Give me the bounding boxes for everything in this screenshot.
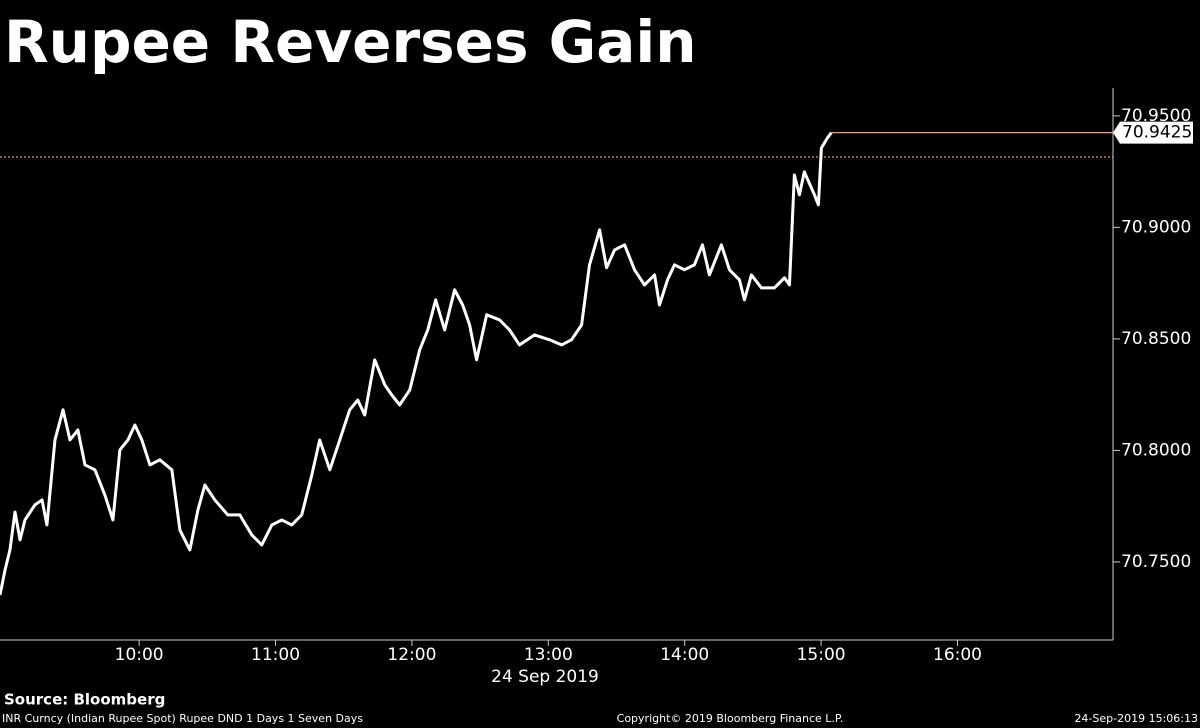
x-tick-label: 15:00	[797, 645, 846, 665]
x-axis-label: 24 Sep 2019	[491, 667, 599, 687]
last-value-label: 70.9425	[1122, 123, 1192, 143]
chart-title: Rupee Reverses Gain	[4, 8, 697, 76]
y-tick-label: 70.8500	[1121, 329, 1191, 349]
y-tick-label: 70.7500	[1121, 552, 1191, 572]
x-tick-label: 13:00	[524, 645, 573, 665]
x-tick-label: 11:00	[251, 645, 300, 665]
series-line	[0, 131, 833, 596]
x-tick-label: 12:00	[387, 645, 436, 665]
x-tick-label: 10:00	[115, 645, 164, 665]
y-tick-label: 70.9000	[1121, 217, 1191, 237]
y-tick-label: 70.9500	[1121, 106, 1191, 126]
footer-center: Copyright© 2019 Bloomberg Finance L.P.	[617, 712, 844, 725]
y-tick-label: 70.8000	[1121, 440, 1191, 460]
footer-right: 24-Sep-2019 15:06:13	[1074, 712, 1198, 725]
x-tick-label: 16:00	[933, 645, 982, 665]
source: Source: Bloomberg	[4, 691, 165, 709]
x-tick-label: 14:00	[660, 645, 709, 665]
footer-left: INR Curncy (Indian Rupee Spot) Rupee DND…	[2, 712, 363, 725]
last-value-box	[1113, 121, 1193, 144]
